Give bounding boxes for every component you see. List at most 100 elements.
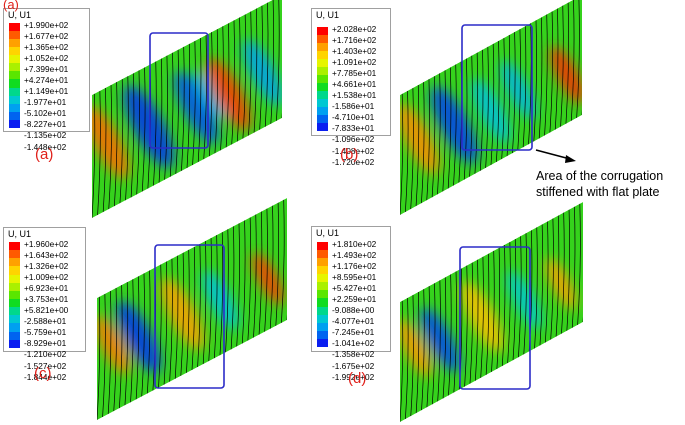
color-swatch <box>9 39 20 48</box>
legend-title-b: U, U1 <box>316 10 340 20</box>
color-swatch <box>9 87 20 96</box>
corrugation-line <box>97 296 101 420</box>
color-swatch <box>9 250 20 259</box>
corrugation-line <box>169 258 173 382</box>
color-swatch <box>9 266 20 275</box>
legend-value: +1.643e+02 <box>24 250 69 261</box>
contour-region <box>430 86 479 164</box>
corrugation-line <box>442 70 446 192</box>
corrugation-line <box>225 23 230 148</box>
legend-value: -5.102e+01 <box>24 108 67 119</box>
corrugation-line <box>114 82 118 207</box>
corrugation-line <box>259 5 263 130</box>
corrugation-line <box>108 84 112 210</box>
color-swatch <box>317 242 328 251</box>
corrugation-line <box>474 52 479 174</box>
color-swatch <box>317 75 328 83</box>
color-scale-d <box>317 242 328 347</box>
legend-value: +6.923e+01 <box>24 283 69 294</box>
legend-value: -1.358e+02 <box>332 349 375 360</box>
legend-value: -1.527e+02 <box>24 360 67 371</box>
corrugation-line <box>242 14 247 139</box>
legend-value: +1.493e+02 <box>332 250 377 261</box>
legend-value: +1.326e+02 <box>24 261 69 272</box>
legend-value: +4.274e+01 <box>24 75 69 86</box>
color-swatch <box>9 290 20 299</box>
corrugation-line <box>270 0 274 124</box>
color-swatch <box>9 23 20 32</box>
corrugation-line <box>518 236 522 358</box>
color-swatch <box>317 266 328 275</box>
color-swatch <box>9 79 20 88</box>
legend-value: +8.595e+01 <box>332 272 377 283</box>
corrugation-line <box>453 271 457 393</box>
corrugation-line <box>174 255 179 379</box>
legend-value: -1.977e+01 <box>24 97 67 108</box>
color-swatch <box>317 306 328 315</box>
legend-b: U, U1 +2.028e+02 +1.716e+02 +1.403e+02 +… <box>311 8 391 167</box>
corrugation-line <box>496 40 500 163</box>
corrugation-line <box>415 84 420 207</box>
corrugation-line <box>400 93 404 215</box>
legend-value: -1.408e+02 <box>332 145 375 156</box>
contour-region <box>500 60 537 120</box>
stiffened-area-frame <box>154 244 225 389</box>
corrugation-line <box>469 262 474 384</box>
corrugation-line <box>538 17 543 139</box>
corrugation-line <box>248 11 252 136</box>
stiffened-area-frame <box>459 246 531 390</box>
color-swatch <box>317 27 328 35</box>
color-swatch <box>317 282 328 291</box>
panel-label-c: (c) <box>34 365 52 382</box>
corrugation-line <box>231 20 235 145</box>
corrugation-line <box>92 93 96 218</box>
corrugation-line <box>469 55 473 177</box>
corrugation-line <box>554 8 559 130</box>
corrugation-line <box>158 58 163 183</box>
color-swatch <box>317 67 328 75</box>
legend-value: -1.675e+02 <box>332 360 375 371</box>
legend-values-d: +1.810e+02 +1.493e+02 +1.176e+02 +8.595e… <box>332 239 376 383</box>
corrugation-line <box>102 87 107 213</box>
corrugation-line <box>453 64 457 186</box>
legend-value: +7.785e+01 <box>332 68 377 79</box>
corrugation-line <box>181 46 185 171</box>
color-swatch <box>317 274 328 283</box>
corrugation-line <box>130 73 135 198</box>
color-swatch <box>9 95 20 104</box>
legend-d: U, U1 +1.810e+02 +1.493e+02 +1.176e+02 +… <box>311 226 391 382</box>
color-swatch <box>317 91 328 99</box>
legend-value: -7.245e+01 <box>332 327 375 338</box>
corrugation-line <box>448 274 452 396</box>
annotation-text: Area of the corrugation stiffened with f… <box>536 168 663 200</box>
corrugation-line <box>141 67 146 192</box>
corrugation-line <box>113 287 117 412</box>
corrugation-line <box>577 203 581 325</box>
corrugation-line <box>566 209 570 331</box>
legend-value: -1.720e+02 <box>332 156 375 167</box>
legend-value: +1.365e+02 <box>24 42 69 53</box>
legend-value: +1.677e+02 <box>24 31 69 42</box>
corrugation-line <box>269 205 274 329</box>
color-swatch <box>9 339 20 348</box>
color-scale-a <box>9 23 20 128</box>
legend-value: -1.041e+02 <box>332 338 375 349</box>
color-swatch <box>9 315 20 324</box>
color-swatch <box>9 111 20 120</box>
color-swatch <box>317 99 328 107</box>
annotation-line-2: stiffened with flat plate <box>536 185 660 199</box>
color-swatch <box>9 242 20 251</box>
legend-value: +1.052e+02 <box>24 53 69 64</box>
color-swatch <box>317 330 328 339</box>
legend-values-c: +1.960e+02 +1.643e+02 +1.326e+02 +1.009e… <box>24 239 68 383</box>
legend-value: -7.833e+01 <box>332 123 375 134</box>
legend-value: -8.929e+01 <box>24 338 67 349</box>
corrugation-line <box>539 224 544 346</box>
corrugation-line <box>281 199 285 323</box>
color-swatch <box>9 103 20 112</box>
corrugation-line <box>447 67 452 189</box>
color-scale-c <box>9 242 20 348</box>
contour-region <box>251 252 285 306</box>
